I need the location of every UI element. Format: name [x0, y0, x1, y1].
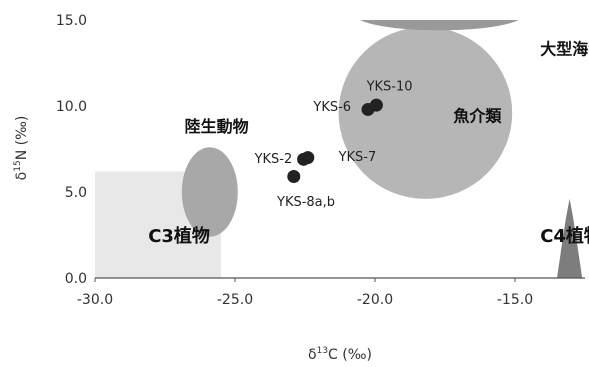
- data-point-yks-7: [301, 151, 315, 165]
- point-label-yks-2: YKS-2: [254, 152, 293, 167]
- points-layer: [287, 98, 383, 184]
- region-label-3: 魚介類: [453, 106, 502, 125]
- regions-layer: [95, 20, 583, 278]
- y-tick-label: 15.0: [56, 13, 87, 29]
- x-tick-label: -15.0: [497, 292, 533, 308]
- y-tick-label: 10.0: [56, 99, 87, 115]
- data-point-yks-10: [369, 98, 383, 112]
- y-tick-label: 5.0: [65, 185, 87, 201]
- point-label-yks-6: YKS-6: [312, 100, 351, 115]
- region-2: [181, 147, 238, 237]
- axes-layer: -30.0 -25.0 -20.0 -15.0 0.0 5.0 10.0 15.0 δ13C (…: [13, 13, 585, 363]
- point-label-yks-10: YKS-10: [366, 80, 413, 95]
- x-tick-label: -20.0: [357, 292, 393, 308]
- region-label-5: C4植物: [540, 225, 589, 247]
- x-tick-label: -30.0: [77, 292, 113, 308]
- x-axis-title: δ13C (‰): [308, 346, 372, 363]
- region-label-1: C3植物: [148, 225, 210, 247]
- x-tick-label: -25.0: [217, 292, 253, 308]
- y-axis-title: δ15N (‰): [13, 116, 30, 181]
- region-3: [338, 26, 513, 199]
- region-label-4: 大型海洋動物: [540, 39, 589, 58]
- data-point-yks-8a-b: [287, 170, 301, 184]
- y-tick-label: 0.0: [65, 271, 87, 287]
- region-label-2: 陸生動物: [185, 117, 249, 136]
- labels-layer: YKS-2 YKS-7 YKS-8a,b YKS-6 YKS-10 C3植物 陸生動物 魚介類…: [148, 39, 589, 246]
- point-label-yks-7: YKS-7: [338, 150, 377, 165]
- point-label-yks-8a-b: YKS-8a,b: [276, 195, 335, 210]
- region-4: [360, 20, 519, 31]
- region-5: [557, 198, 583, 278]
